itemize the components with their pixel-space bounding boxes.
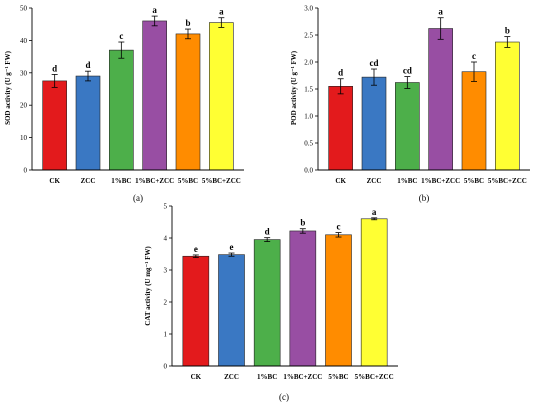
panel-b-significance-label: cd	[370, 58, 379, 68]
panel-b-bar	[361, 76, 387, 171]
panel-c-significance-label: d	[265, 227, 270, 237]
panel-b-category-label: 1%BC	[397, 177, 417, 185]
panel-b-category-label: ZCC	[367, 177, 382, 185]
panel-a-bar	[75, 75, 101, 171]
panel-c-y-tick-label: 0	[164, 363, 168, 371]
panel-b-significance-label: a	[438, 7, 443, 17]
panel-b-category-label: CK	[335, 177, 346, 185]
panel-c-bar	[289, 230, 317, 367]
panel-b-category-label: 5%BC	[464, 177, 484, 185]
panel-a-y-tick-label: 10	[20, 134, 28, 142]
panel-pod-chart: POD activity (U g⁻¹ FW) (b) 0.0 0.5 1.0 1.5…	[290, 5, 530, 203]
panel-c-y-tick-label: 2	[164, 299, 168, 307]
panel-a-y-tick-label: 50	[20, 5, 28, 13]
panel-c-category-label: ZCC	[224, 373, 239, 381]
panel-b-significance-label: c	[472, 51, 476, 61]
panel-a-y-tick-label: 0	[24, 167, 28, 175]
panel-c-bar	[253, 239, 281, 367]
panel-b-y-tick-label: 0.0	[304, 167, 313, 175]
panel-c-significance-label: b	[300, 218, 305, 228]
panel-c-y-tick-label: 1	[164, 331, 168, 339]
panel-c-y-tick-label: 4	[164, 235, 168, 243]
panel-a-y-tick-label: 20	[20, 102, 28, 110]
panel-a-significance-label: c	[119, 31, 123, 41]
panel-a-category-label: CK	[49, 177, 60, 185]
panel-a-bar	[175, 33, 201, 171]
panel-c-bar	[218, 254, 245, 367]
panel-c-bar	[182, 255, 210, 367]
panel-b-bar	[428, 28, 453, 171]
panel-b-bar	[461, 71, 487, 171]
panel-a-bar	[209, 22, 234, 171]
panel-sod-chart: SOD activity (U g⁻¹ FW) (a) 0 10 20 30 40 50 d…	[4, 5, 244, 203]
panel-b-significance-label: d	[338, 68, 343, 78]
panel-a-category-label: 5%BC+ZCC	[202, 177, 241, 185]
panel-b-y-tick-label: 3.0	[304, 5, 313, 13]
panel-a-caption: (a)	[133, 193, 143, 203]
panel-c-significance-label: a	[372, 207, 377, 217]
panel-a-significance-label: a	[219, 7, 224, 17]
panel-c-y-tick-label: 5	[164, 203, 168, 211]
panel-a-y-axis-label: SOD activity (U g⁻¹ FW)	[4, 50, 12, 125]
panel-b-y-tick-label: 0.5	[304, 140, 313, 148]
panel-b-significance-label: b	[505, 26, 510, 36]
panel-c-category-label: 5%BC+ZCC	[355, 373, 394, 381]
panel-b-bar	[495, 41, 520, 171]
panel-a-significance-label: d	[52, 63, 57, 73]
panel-c-bar	[360, 218, 388, 367]
panel-cat-chart: CAT activity (U mg⁻¹ FW) (c) 0 1 2 3 4 5 e CK e Z…	[144, 203, 398, 402]
panel-b-y-tick-label: 1.0	[304, 113, 313, 121]
panel-b-category-label: 1%BC+ZCC	[421, 177, 460, 185]
panel-a-bar	[42, 80, 67, 171]
panel-a-significance-label: b	[185, 18, 190, 28]
panel-b-bar	[328, 86, 353, 171]
panel-a-significance-label: a	[152, 5, 157, 15]
panel-b-caption: (b)	[419, 193, 430, 203]
panel-a-bar	[142, 20, 167, 171]
panel-b-significance-label: cd	[403, 66, 412, 76]
panel-a-category-label: 1%BC	[111, 177, 131, 185]
panel-b-y-tick-label: 1.5	[304, 86, 313, 94]
panel-b-y-tick-label: 2.5	[304, 32, 313, 40]
panel-a-significance-label: d	[85, 60, 90, 70]
panel-b-y-tick-label: 2.0	[304, 59, 313, 67]
panel-a-bar	[109, 49, 134, 171]
panel-b-y-axis-label: POD activity (U g⁻¹ FW)	[290, 50, 298, 125]
panel-a-y-tick-label: 30	[20, 69, 28, 77]
panel-a-category-label: ZCC	[81, 177, 96, 185]
panel-c-caption: (c)	[279, 392, 289, 402]
panel-a-category-label: 1%BC+ZCC	[135, 177, 174, 185]
panel-c-category-label: 5%BC	[328, 373, 348, 381]
panel-c-y-axis-label: CAT activity (U mg⁻¹ FW)	[144, 246, 152, 326]
panel-a-y-tick-label: 40	[20, 37, 28, 45]
panel-c-category-label: 1%BC	[257, 373, 277, 381]
panel-c-significance-label: e	[194, 244, 198, 254]
panel-c-significance-label: c	[337, 222, 341, 232]
panel-c-bar	[325, 234, 352, 367]
panel-c-category-label: 1%BC+ZCC	[283, 373, 322, 381]
panel-c-category-label: CK	[191, 373, 202, 381]
panel-c-significance-label: e	[230, 242, 234, 252]
panel-b-bar	[395, 82, 420, 171]
panel-c-y-tick-label: 3	[164, 267, 168, 275]
panel-a-category-label: 5%BC	[178, 177, 198, 185]
panel-b-category-label: 5%BC+ZCC	[488, 177, 527, 185]
